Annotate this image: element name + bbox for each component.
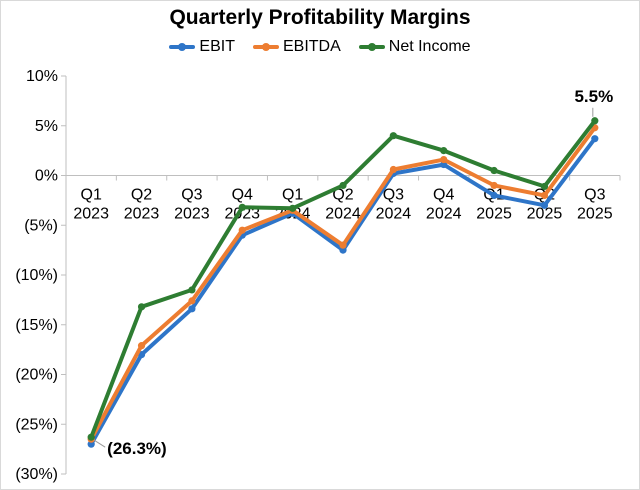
legend-item-ebit: EBIT: [169, 38, 235, 56]
data-point-ebit: [591, 135, 599, 143]
data-point-ebitda: [440, 155, 448, 164]
y-tick-label: 10%: [26, 68, 58, 85]
data-point-net-income: [591, 117, 599, 125]
data-point-net-income: [238, 203, 246, 211]
series-line-net-income: [89, 118, 597, 440]
data-point-ebitda: [188, 297, 196, 305]
y-tick-label: (30%): [15, 466, 58, 483]
data-point-net-income: [540, 182, 549, 191]
y-tick-label: (10%): [15, 267, 58, 284]
legend-swatch-net-income: [358, 42, 385, 52]
data-point-ebitda: [137, 342, 146, 350]
data-point-net-income: [87, 433, 95, 441]
data-point-net-income: [440, 147, 448, 155]
data-point-net-income: [389, 132, 397, 140]
data-point-ebitda: [490, 181, 498, 190]
data-point-ebit: [490, 191, 498, 199]
data-label-net-income-last: 5.5%: [574, 87, 613, 106]
data-label-net-income-first: (26.3%): [107, 439, 167, 458]
y-tick-label: 0%: [35, 168, 58, 185]
data-point-ebit: [87, 440, 95, 448]
data-point-ebit: [188, 305, 196, 313]
y-tick-label: (15%): [15, 317, 58, 334]
legend-swatch-ebitda: [252, 42, 279, 52]
legend-label-ebitda: EBITDA: [282, 38, 341, 55]
series-line-ebitda: [89, 125, 597, 442]
x-tick-label: Q4 2024: [426, 187, 462, 223]
annotation-leader: [93, 439, 106, 448]
data-point-net-income: [490, 166, 498, 175]
x-tick-label: Q2 2024: [325, 187, 361, 223]
data-point-ebitda: [389, 165, 397, 174]
x-tick-label: Q1 2023: [73, 187, 109, 223]
legend-item-net-income: Net Income: [358, 38, 471, 56]
data-point-ebit: [540, 201, 549, 209]
data-point-net-income: [289, 204, 297, 212]
x-tick-label: Q3 2025: [577, 187, 613, 223]
data-point-net-income: [137, 303, 146, 311]
data-point-ebitda: [540, 191, 549, 199]
y-tick-label: (5%): [24, 217, 58, 234]
data-point-net-income: [188, 286, 196, 294]
data-point-ebitda: [339, 241, 347, 249]
chart-title: Quarterly Profitability Margins: [169, 6, 471, 29]
legend-swatch-ebit: [169, 42, 196, 52]
x-tick-label: Q2 2023: [124, 187, 160, 223]
legend-label-ebit: EBIT: [199, 38, 235, 55]
data-point-ebitda: [238, 226, 246, 234]
legend-item-ebitda: EBITDA: [252, 38, 341, 56]
legend-label-net-income: Net Income: [388, 38, 471, 55]
x-tick-label: Q3 2023: [174, 187, 210, 223]
y-tick-label: (20%): [15, 367, 58, 384]
legend: EBIT EBITDA Net Income: [0, 38, 640, 56]
data-point-net-income: [339, 181, 347, 190]
data-point-ebit: [339, 246, 347, 254]
y-tick-label: 5%: [35, 118, 58, 135]
y-tick-label: (25%): [15, 416, 58, 433]
x-tick-label: Q3 2024: [376, 187, 412, 223]
